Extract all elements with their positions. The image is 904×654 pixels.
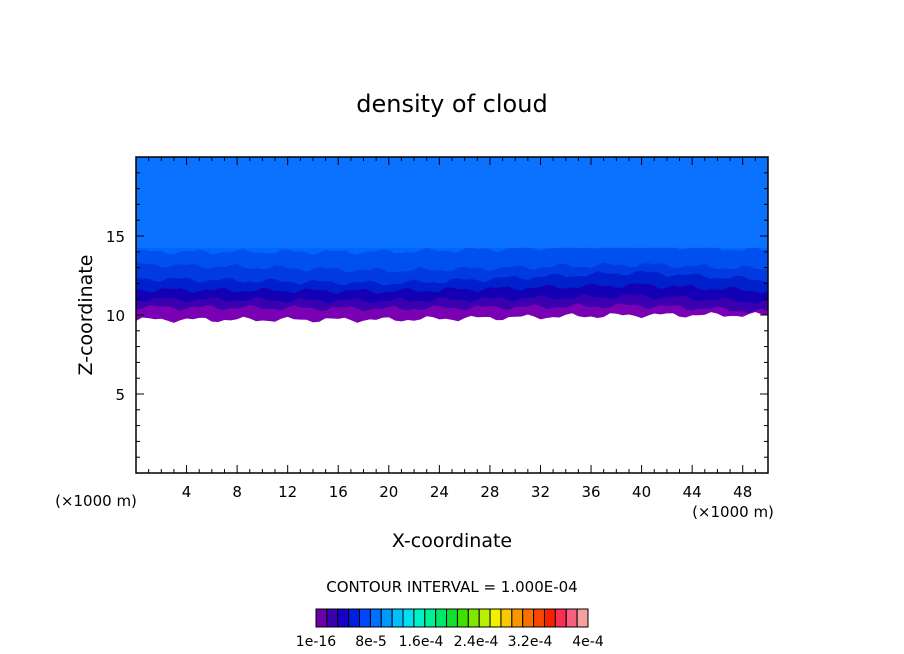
colorbar-swatch — [369, 608, 382, 628]
y-tick-label: 10 — [106, 307, 125, 325]
colorbar-swatch — [435, 608, 448, 628]
x-tick-label: 48 — [733, 483, 752, 501]
contour-interval-label: CONTOUR INTERVAL = 1.000E-04 — [326, 578, 577, 596]
colorbar-label: 8e-5 — [355, 634, 386, 650]
x-tick-label: 32 — [531, 483, 550, 501]
top-band — [136, 157, 768, 248]
plot-frame — [135, 156, 769, 474]
x-tick-label: 36 — [581, 483, 600, 501]
y-tick-label: 15 — [106, 228, 125, 246]
colorbar-swatch — [348, 608, 361, 628]
colorbar — [315, 608, 589, 628]
colorbar-swatch — [533, 608, 545, 628]
y-tick-label: 5 — [115, 386, 125, 404]
colorbar-swatch — [522, 608, 535, 628]
x-tick-label: 24 — [430, 483, 449, 501]
colorbar-swatch — [359, 608, 371, 628]
colorbar-swatch — [478, 608, 491, 628]
colorbar-label: 1e-16 — [296, 634, 336, 650]
colorbar-swatch — [565, 608, 578, 628]
colorbar-swatch — [391, 608, 404, 628]
chart-title: density of cloud — [356, 90, 547, 118]
x-axis-label: X-coordinate — [392, 530, 512, 552]
colorbar-label: 2.4e-4 — [454, 634, 499, 650]
x-tick-label: 44 — [683, 483, 702, 501]
colorbar-swatch — [326, 608, 339, 628]
colorbar-swatch — [402, 608, 415, 628]
colorbar-swatch — [413, 608, 426, 628]
colorbar-swatch — [424, 608, 437, 628]
colorbar-swatch — [511, 608, 524, 628]
x-tick-label: 8 — [232, 483, 242, 501]
colorbar-swatch — [337, 608, 350, 628]
x-tick-label: 40 — [632, 483, 651, 501]
colorbar-swatch — [500, 608, 513, 628]
x-tick-label: 12 — [278, 483, 297, 501]
y-axis-label: Z-coordinate — [75, 255, 97, 376]
contour-fill — [136, 157, 768, 473]
colorbar-swatch — [489, 608, 502, 628]
x-tick-label: 20 — [379, 483, 398, 501]
y-unit-label: (×1000 m) — [55, 492, 137, 510]
colorbar-swatch — [543, 608, 556, 628]
colorbar-swatch — [315, 608, 328, 628]
colorbar-swatch — [446, 608, 458, 628]
colorbar-swatch — [456, 608, 469, 628]
colorbar-swatch — [467, 608, 480, 628]
x-tick-label: 28 — [480, 483, 499, 501]
colorbar-label: 1.6e-4 — [399, 634, 444, 650]
colorbar-swatch — [554, 608, 567, 628]
colorbar-label: 3.2e-4 — [508, 634, 553, 650]
colorbar-swatch — [576, 608, 589, 628]
colorbar-label: 4e-4 — [572, 634, 604, 650]
x-tick-label: 4 — [182, 483, 192, 501]
colorbar-swatch — [380, 608, 393, 628]
x-unit-label: (×1000 m) — [692, 503, 774, 521]
colorbar-labels: 1e-16 8e-5 1.6e-4 2.4e-4 3.2e-4 4e-4 — [296, 634, 604, 650]
x-tick-label: 16 — [329, 483, 348, 501]
